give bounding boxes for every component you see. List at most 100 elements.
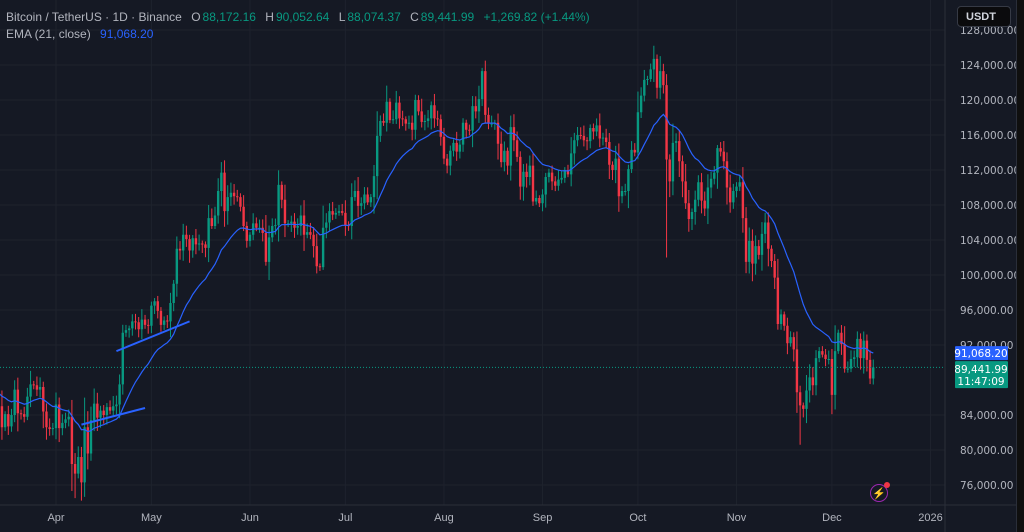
candle [684,163,687,209]
candle [83,397,86,497]
candle-body [862,340,865,359]
y-tick-label: 100,000.00 [960,270,1016,282]
candle [728,174,732,213]
candle [744,207,748,274]
candle-body [26,396,29,417]
candle [589,124,592,149]
candle-body [687,203,691,219]
candle-body [369,197,373,203]
candle [706,174,710,225]
candle [722,141,725,170]
candle [350,183,353,240]
candle [210,208,214,229]
candle-body [337,211,341,213]
candle [162,316,166,330]
y-tick-label: 124,000.00 [960,60,1016,72]
candle [751,229,754,282]
candle-body [439,119,442,137]
candle [544,172,547,208]
candle [830,348,834,415]
candle-body [786,325,789,344]
candle-body [503,150,506,163]
trendline[interactable] [116,320,190,353]
candle-body [213,215,217,226]
candle [541,189,544,212]
trendline[interactable] [81,407,146,426]
candle [789,331,792,347]
candle-body [150,305,153,326]
candle [477,85,481,123]
candle-body [818,351,821,359]
open-value: 88,172.16 [202,10,256,24]
candle-body [678,141,681,162]
y-tick-label: 84,000.00 [960,410,1013,422]
candle [45,403,48,440]
x-tick-label: 2026 [918,512,942,524]
candle [465,119,468,139]
candle-body [579,135,582,136]
candle-body [840,332,843,345]
candle-body [458,144,462,152]
candle [197,234,201,251]
candle [741,167,745,233]
candle [315,233,318,274]
candle [760,222,764,271]
candle-body [258,227,261,229]
candle [172,279,175,312]
candle-body [372,176,376,198]
candle [188,234,191,263]
lightning-bolt-icon[interactable]: ⚡ [870,482,890,502]
candle-body [274,225,277,227]
candle [811,367,815,396]
y-tick-label: 76,000.00 [960,480,1013,492]
candle-body [309,232,312,235]
candle [395,90,398,124]
candle-body [430,105,433,119]
candle-body [732,191,735,203]
currency-button[interactable]: USDT [957,6,1011,27]
candle-body [506,150,509,166]
overlays [0,113,945,433]
candle [601,132,605,146]
candle-body [375,135,379,177]
candle-body [770,248,773,261]
candle [595,118,598,137]
candle [16,377,20,432]
candle-body [728,187,732,203]
candle [455,131,458,161]
candle [849,350,853,373]
last-price-tag [955,361,1008,389]
candle-body [121,332,124,385]
candle [239,193,242,212]
candle-body [45,411,48,428]
candle-body [407,122,411,124]
candle-body [220,172,223,191]
candle [846,361,850,373]
candle-body [671,142,675,182]
candle [655,54,659,99]
candle-body [236,196,239,198]
candle [363,187,366,210]
y-tick-label: 108,000.00 [960,200,1016,212]
candle-body [805,390,808,409]
candle-body [3,414,7,428]
candle [344,200,347,236]
candle [153,298,156,314]
candle [757,239,760,260]
candle-body [659,71,662,88]
ema-label[interactable]: EMA (21, close) [6,27,91,41]
candle-body [763,222,767,234]
candle-body [356,191,360,206]
candle [865,334,869,372]
candle [10,408,13,432]
candle [19,409,23,420]
candle [96,392,99,431]
candle [388,98,392,124]
symbol-title[interactable]: Bitcoin / TetherUS · 1D · Binance [6,10,182,24]
candle [703,191,706,217]
candle-body [515,140,519,157]
candle-body [795,349,799,393]
candle-body [849,359,853,369]
